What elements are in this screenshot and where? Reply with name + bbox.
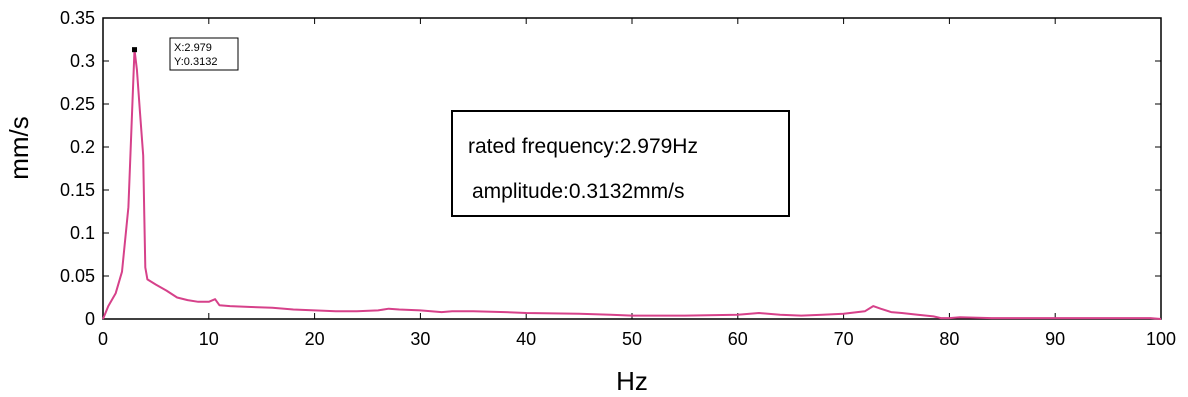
y-tick-label: 0.35 <box>60 8 95 28</box>
x-tick-label: 50 <box>622 329 642 349</box>
datatip-marker <box>132 47 138 53</box>
x-axis-title: Hz <box>616 366 648 396</box>
x-tick-label: 0 <box>98 329 108 349</box>
x-tick-label: 100 <box>1146 329 1176 349</box>
y-tick-label: 0.05 <box>60 266 95 286</box>
y-axis-title: mm/s <box>4 116 34 180</box>
annotation-amplitude: amplitude:0.3132mm/s <box>472 180 684 203</box>
annotation-box <box>451 110 790 217</box>
y-tick-label: 0.3 <box>70 51 95 71</box>
annotation-rated-frequency: rated frequency:2.979Hz <box>468 135 698 158</box>
y-tick-label: 0.25 <box>60 94 95 114</box>
x-tick-label: 80 <box>939 329 959 349</box>
x-tick-label: 60 <box>728 329 748 349</box>
x-axis-ticks: 0 10 20 30 40 50 60 70 80 90 100 <box>98 18 1176 349</box>
x-tick-label: 20 <box>305 329 325 349</box>
y-tick-label: 0.2 <box>70 137 95 157</box>
y-tick-label: 0.15 <box>60 180 95 200</box>
x-tick-label: 90 <box>1045 329 1065 349</box>
amplitude-spectrum-line <box>102 48 1162 320</box>
y-axis-ticks: 0 0.05 0.1 0.15 0.2 0.25 0.3 0.35 <box>60 8 1161 329</box>
y-tick-label: 0.1 <box>70 223 95 243</box>
x-tick-label: 70 <box>834 329 854 349</box>
y-tick-label: 0 <box>85 309 95 329</box>
x-tick-label: 10 <box>199 329 219 349</box>
datatip-x-label: X:2.979 <box>174 42 212 54</box>
x-tick-label: 40 <box>516 329 536 349</box>
datatip-box <box>169 37 239 71</box>
datatip-y-label: Y:0.3132 <box>174 56 217 68</box>
x-tick-label: 30 <box>410 329 430 349</box>
